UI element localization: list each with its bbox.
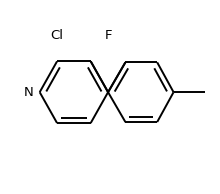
Text: Cl: Cl <box>51 29 64 42</box>
Text: F: F <box>104 29 112 42</box>
Text: N: N <box>23 86 33 99</box>
